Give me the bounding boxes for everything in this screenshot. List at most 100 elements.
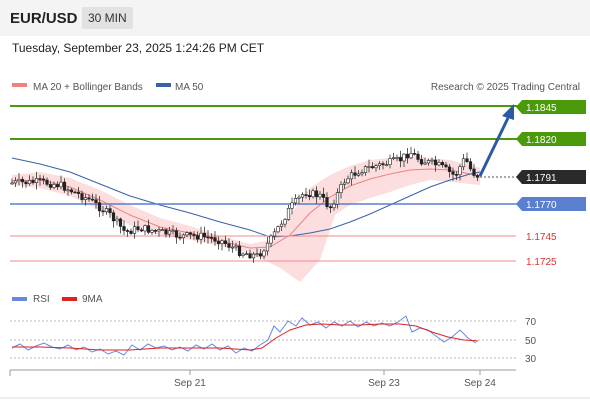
candle-body <box>66 189 70 192</box>
candle-body <box>412 153 417 155</box>
candle-body <box>339 184 343 193</box>
candle-body <box>447 166 452 172</box>
rsi-tick-50: 50 <box>525 336 537 347</box>
candle-body <box>13 180 18 184</box>
candle-body <box>220 240 224 244</box>
candle-body <box>52 184 56 188</box>
rsi-legend: RSI <box>33 294 50 305</box>
svg-text:1.1845: 1.1845 <box>526 103 557 114</box>
candlestick-series <box>10 146 480 263</box>
ma50-legend-swatch <box>156 83 171 87</box>
candle-body <box>94 199 98 203</box>
candle-body <box>230 246 235 249</box>
candle-body <box>83 197 88 200</box>
level-label-1845: 1.1845 <box>516 100 586 114</box>
candle-body <box>17 179 21 182</box>
candle-body <box>377 163 382 167</box>
candle-body <box>276 226 280 233</box>
candle-body <box>272 231 277 237</box>
candle-body <box>69 189 74 193</box>
candle-body <box>206 236 210 239</box>
candle-body <box>458 166 462 175</box>
svg-text:1.1791: 1.1791 <box>526 173 557 184</box>
candle-body <box>346 178 350 184</box>
candle-body <box>244 253 249 255</box>
candle-body <box>27 179 32 185</box>
candle-body <box>115 218 119 222</box>
candle-body <box>62 181 67 191</box>
level-label-current: 1.1791 <box>516 170 586 184</box>
candle-body <box>426 160 431 164</box>
candle-body <box>90 198 95 201</box>
candle-body <box>55 184 60 188</box>
candle-body <box>318 193 322 198</box>
rsi-tick-30: 30 <box>525 354 537 365</box>
candle-body <box>251 253 256 259</box>
candle-body <box>234 245 238 248</box>
candle-body <box>468 161 473 170</box>
ma20-line <box>11 168 481 249</box>
candle-body <box>132 226 137 234</box>
candle-body <box>227 243 231 248</box>
candle-body <box>367 166 371 168</box>
candle-body <box>293 198 298 204</box>
candle-body <box>125 230 130 232</box>
candle-body <box>451 171 455 175</box>
candle-body <box>297 196 301 199</box>
candle-body <box>139 229 144 232</box>
candle-body <box>174 230 179 238</box>
candle-body <box>143 225 147 232</box>
candle-body <box>45 179 49 185</box>
candle-body <box>465 158 469 162</box>
candle-body <box>255 253 259 255</box>
candle-body <box>395 157 399 159</box>
candle-body <box>304 194 308 196</box>
timeframe-button[interactable]: 30 MIN <box>82 7 133 29</box>
svg-text:1.1820: 1.1820 <box>526 135 557 146</box>
candle-body <box>48 184 53 188</box>
candle-body <box>423 162 427 165</box>
candle-body <box>41 178 46 181</box>
candle-body <box>384 164 389 166</box>
candle-body <box>101 210 105 213</box>
candle-body <box>223 240 228 245</box>
ma20-legend: MA 20 + Bollinger Bands <box>33 82 143 93</box>
candle-body <box>342 182 347 185</box>
candle-body <box>178 236 182 239</box>
candle-body <box>195 235 200 240</box>
candle-body <box>314 190 319 198</box>
candle-body <box>129 230 133 234</box>
level-label-1820: 1.1820 <box>516 132 586 146</box>
currency-pair: EUR/USD <box>10 10 78 27</box>
level-label-1725: 1.1725 <box>526 257 557 268</box>
candle-body <box>202 232 207 238</box>
candle-body <box>381 163 385 166</box>
candle-body <box>360 172 364 175</box>
candle-body <box>171 230 175 232</box>
candle-body <box>160 229 165 231</box>
candle-body <box>321 193 326 198</box>
candle-body <box>216 240 221 244</box>
candle-body <box>209 236 214 239</box>
candle-body <box>97 202 102 212</box>
candle-body <box>391 157 396 159</box>
candle-body <box>353 172 357 176</box>
candle-body <box>136 226 140 231</box>
candle-body <box>437 162 441 166</box>
candle-body <box>475 175 480 178</box>
candle-body <box>433 159 438 166</box>
candle-body <box>258 253 263 257</box>
candle-body <box>279 223 284 227</box>
candle-body <box>167 230 172 235</box>
candle-body <box>10 182 14 185</box>
candle-body <box>388 158 392 165</box>
level-label-1770: 1.1770 <box>516 197 586 211</box>
x-label-sep21: Sep 21 <box>174 378 206 389</box>
candle-body <box>31 179 35 184</box>
candle-body <box>444 164 448 168</box>
candle-body <box>237 245 242 256</box>
candle-body <box>311 190 315 198</box>
candle-body <box>416 153 420 160</box>
candle-body <box>20 179 25 183</box>
candle-body <box>356 173 361 176</box>
